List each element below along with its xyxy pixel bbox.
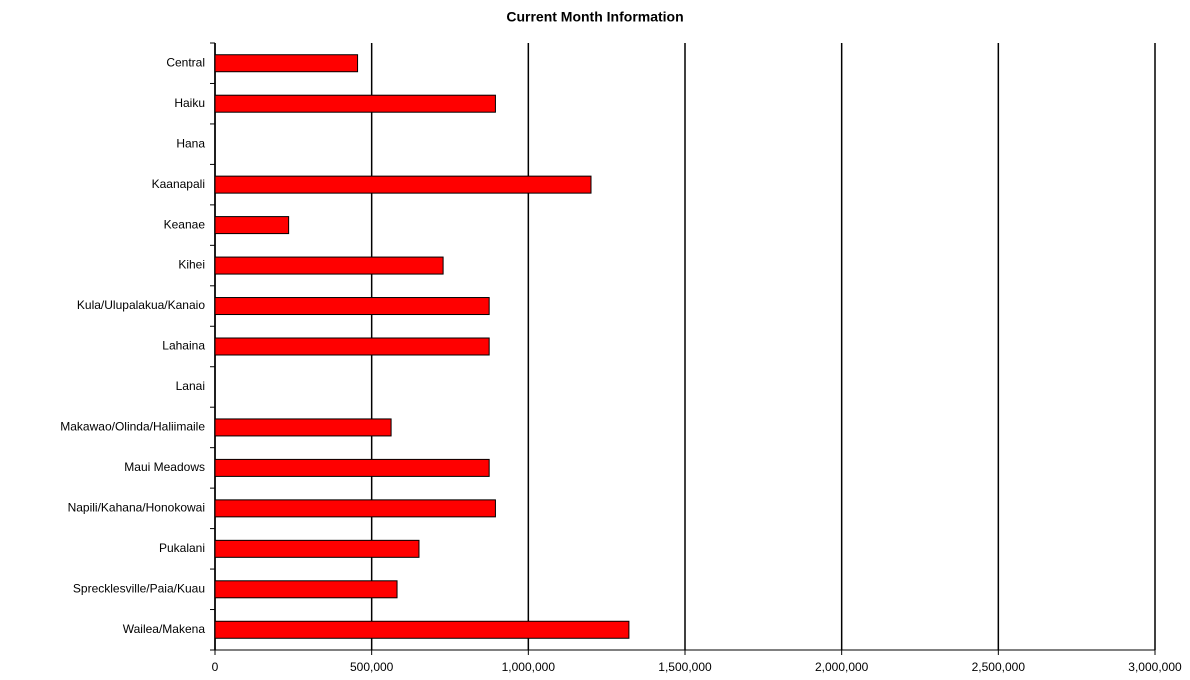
x-tick-label: 3,000,000 xyxy=(1128,660,1182,674)
y-tick-label: Kaanapali xyxy=(152,177,205,191)
bar xyxy=(214,458,490,477)
y-tick-label: Lanai xyxy=(176,379,205,393)
bar xyxy=(214,580,398,599)
chart-title: Current Month Information xyxy=(506,9,683,25)
y-tick-label: Keanae xyxy=(164,217,206,231)
x-tick-label: 1,500,000 xyxy=(658,660,712,674)
bar xyxy=(214,94,496,113)
x-tick-label: 500,000 xyxy=(350,660,394,674)
x-tick-label: 1,000,000 xyxy=(502,660,556,674)
bar xyxy=(214,175,592,194)
y-tick-label: Hana xyxy=(176,136,205,150)
bar xyxy=(214,539,420,558)
y-tick-label: Sprecklesville/Paia/Kuau xyxy=(73,581,205,595)
bar xyxy=(214,337,490,356)
y-tick-label: Kula/Ulupalakua/Kanaio xyxy=(77,298,205,312)
bar xyxy=(214,499,496,518)
y-tick-label: Haiku xyxy=(174,96,205,110)
y-tick-label: Kihei xyxy=(178,258,205,272)
y-tick-label: Napili/Kahana/Honokowai xyxy=(68,501,205,515)
y-tick-label: Pukalani xyxy=(159,541,205,555)
y-tick-label: Central xyxy=(166,55,205,69)
x-tick-label: 2,500,000 xyxy=(972,660,1026,674)
x-tick-label: 0 xyxy=(212,660,219,674)
bar xyxy=(214,54,359,73)
bar xyxy=(214,418,392,437)
y-tick-label: Makawao/Olinda/Haliimaile xyxy=(60,420,205,434)
bar xyxy=(214,620,630,639)
y-tick-label: Maui Meadows xyxy=(124,460,205,474)
y-tick-label: Lahaina xyxy=(162,339,205,353)
y-tick-label: Wailea/Makena xyxy=(123,622,206,636)
x-tick-label: 2,000,000 xyxy=(815,660,869,674)
bar xyxy=(214,216,290,235)
bar xyxy=(214,297,490,316)
bar xyxy=(214,256,444,275)
